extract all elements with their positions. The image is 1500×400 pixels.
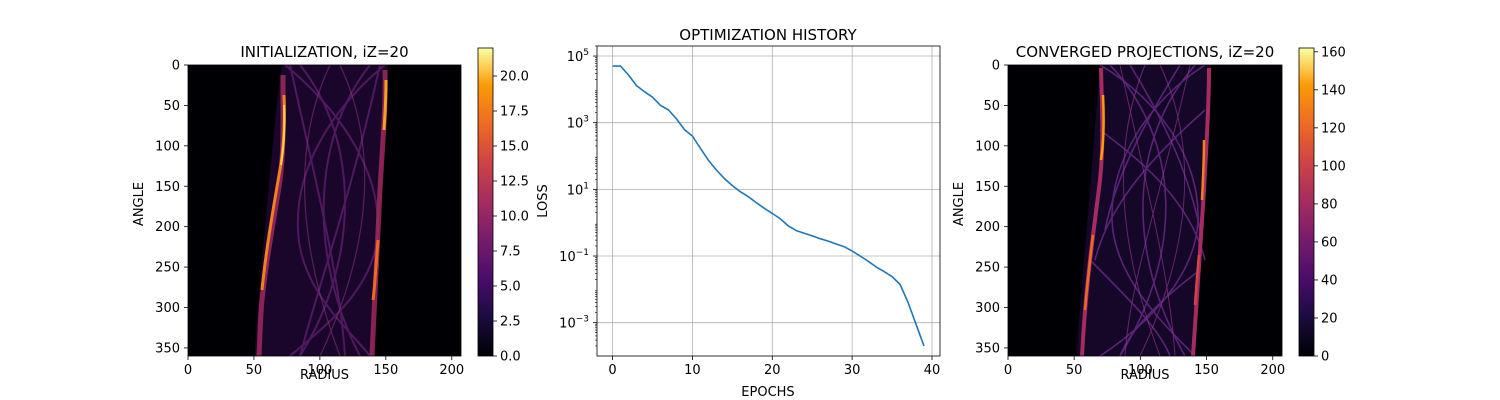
loss-series [612,65,925,347]
x-tick-label: 100 [307,363,332,378]
y-tick-label: 200 [975,220,1000,235]
colorbar-tick-label: 10.0 [500,210,529,225]
y-tick-label: 50 [983,99,1000,114]
x-tick-label: 0 [608,363,616,378]
optimization-history-panel: OPTIMIZATION HISTORY 0 10 20 30 40 10−3 10−1 10… [536,26,941,400]
y-tick-label: 350 [155,341,180,356]
y-tick-label: 103 [567,115,589,132]
y-tick-label: 250 [975,261,1000,276]
panel-title: INITIALIZATION, iZ=20 [240,43,408,61]
colorbar-tick-label: 120 [1321,121,1346,136]
panel-title: CONVERGED PROJECTIONS, iZ=20 [1016,43,1275,61]
colorbar-tick-label: 80 [1321,197,1338,212]
colorbar-tick-label: 17.5 [500,105,529,120]
colorbar-tick-label: 15.0 [500,140,529,155]
colorbar-gradient [477,47,494,357]
y-tick-label: 350 [975,341,1000,356]
x-axis-label: RADIUS [300,368,349,383]
colorbar-tick-label: 140 [1321,83,1346,98]
y-tick-label: 50 [163,99,180,114]
colorbar-tick-label: 100 [1321,159,1346,174]
y-tick-label: 101 [567,181,589,198]
y-tick-label: 10−1 [559,248,589,265]
y-tick-label: 150 [975,180,1000,195]
colorbar-tick-label: 0 [1321,350,1329,365]
axis-ticks: 0 10 20 30 40 10−3 10−1 101 103 105 [559,45,941,378]
x-tick-label: 100 [1128,363,1153,378]
y-tick-label: 300 [975,301,1000,316]
colorbar: 0 20 40 60 80 100 120 140 160 [1298,45,1346,365]
y-tick-label: 100 [975,139,1000,154]
y-tick-label: 0 [992,59,1000,74]
colorbar-ticks: 0 20 40 60 80 100 120 140 160 [1314,45,1346,365]
colorbar-tick-label: 60 [1321,235,1338,250]
colorbar-tick-label: 7.5 [500,245,521,260]
x-tick-label: 0 [184,363,192,378]
colorbar-ticks: 0.0 2.5 5.0 7.5 10.0 12.5 15.0 17.5 20.0 [493,70,529,365]
x-tick-label: 40 [924,363,941,378]
x-axis-label: EPOCHS [741,385,794,400]
converged-projections-panel: CONVERGED PROJECTIONS, iZ=20 [952,43,1346,383]
x-tick-label: 20 [764,363,781,378]
colorbar: 0.0 2.5 5.0 7.5 10.0 12.5 15.0 17.5 20.0 [477,47,529,365]
axis-ticks: 0 50 100 150 200 0 50 100 150 200 250 300 350 [975,59,1285,379]
x-tick-label: 200 [439,363,464,378]
colorbar-tick-label: 40 [1321,273,1338,288]
initialization-heatmap-panel: INITIALIZATION, iZ=20 [132,43,529,383]
y-axis-label: ANGLE [952,182,967,226]
x-tick-label: 10 [684,363,701,378]
colorbar-tick-label: 0.0 [500,350,521,365]
colorbar-tick-label: 5.0 [500,280,521,295]
y-axis-label: ANGLE [132,182,147,226]
plot-area [597,46,940,356]
axis-ticks: 0 50 100 150 200 0 50 100 150 200 250 300 350 [155,59,464,379]
x-tick-label: 30 [844,363,861,378]
grid [597,46,940,356]
colorbar-tick-label: 2.5 [500,315,521,330]
y-tick-label: 250 [155,261,180,276]
y-tick-label: 100 [155,139,180,154]
y-tick-label: 10−3 [559,315,589,332]
sinogram-image [1077,65,1211,356]
colorbar-tick-label: 20 [1321,311,1338,326]
y-axis-label: LOSS [536,184,551,218]
colorbar-tick-label: 160 [1321,45,1346,60]
colorbar-tick-label: 12.5 [500,175,529,190]
x-tick-label: 150 [373,363,398,378]
colorbar-gradient [1298,47,1315,357]
x-tick-label: 150 [1194,363,1219,378]
y-tick-label: 200 [155,220,180,235]
sinogram-image [255,65,388,356]
x-tick-label: 0 [1004,363,1012,378]
y-tick-label: 150 [155,180,180,195]
x-axis-label: RADIUS [1120,368,1169,383]
x-tick-label: 200 [1260,363,1285,378]
colorbar-tick-label: 20.0 [500,70,529,85]
y-tick-label: 0 [172,59,180,74]
x-tick-label: 50 [1066,363,1083,378]
loss-line [612,65,925,347]
y-tick-label: 105 [567,48,589,65]
x-tick-label: 50 [246,363,263,378]
y-tick-label: 300 [155,301,180,316]
panel-title: OPTIMIZATION HISTORY [679,26,857,44]
